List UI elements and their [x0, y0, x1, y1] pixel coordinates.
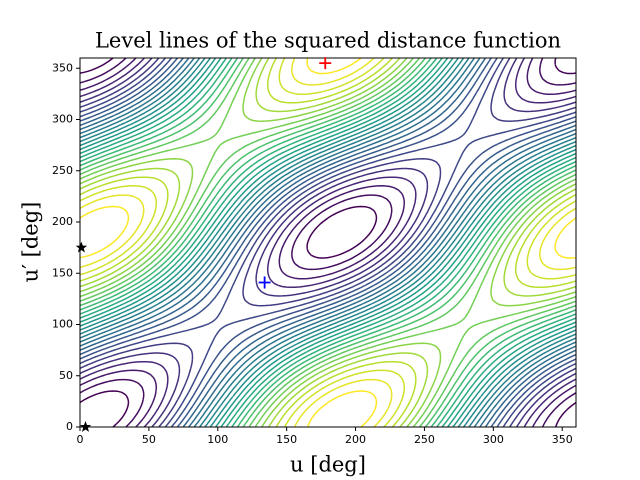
contour-line [80, 58, 576, 427]
y-tick-label: 350 [52, 61, 73, 74]
contour-line [80, 58, 576, 427]
contour-line [80, 58, 576, 427]
y-axis-label: u′ [deg] [19, 202, 43, 283]
x-tick-label: 100 [207, 433, 228, 446]
contour-line [80, 58, 576, 427]
contour-line [80, 58, 576, 427]
y-tick-label: 0 [66, 420, 73, 433]
star-marker [75, 241, 88, 253]
contour-line [80, 58, 576, 427]
contour-line [80, 58, 576, 427]
x-tick-label: 50 [142, 433, 156, 446]
contour-line [80, 58, 576, 427]
y-tick-label: 200 [52, 215, 73, 228]
contour-line [80, 58, 576, 427]
x-tick-label: 200 [345, 433, 366, 446]
contour-line [80, 58, 576, 427]
x-tick-label: 150 [276, 433, 297, 446]
star-marker [79, 421, 92, 432]
contour-line [80, 58, 576, 427]
contour-line [80, 58, 576, 427]
y-tick-label: 100 [52, 318, 73, 331]
x-tick-label: 300 [483, 433, 504, 446]
contour-line [80, 58, 576, 427]
plot-frame [79, 57, 577, 428]
contour-line [80, 58, 576, 427]
x-axis-label: u [deg] [290, 453, 366, 477]
contour-line [80, 58, 576, 427]
contour-line [80, 58, 576, 427]
contour-line [80, 58, 576, 427]
contour-line [80, 58, 576, 427]
y-tick-label: 50 [59, 369, 73, 382]
y-tick-label: 300 [52, 113, 73, 126]
contour-line [80, 58, 576, 427]
contour-area [80, 58, 576, 427]
y-tick-label: 250 [52, 164, 73, 177]
x-tick-label: 350 [552, 433, 573, 446]
chart-title: Level lines of the squared distance func… [95, 29, 561, 53]
contour-line [80, 58, 576, 427]
plus-marker [258, 276, 271, 289]
y-tick-label: 150 [52, 266, 73, 279]
contour-line [80, 58, 576, 427]
contour-line [80, 58, 576, 427]
x-tick-label: 0 [77, 433, 84, 446]
plus-marker [319, 57, 332, 70]
contour-line [80, 58, 576, 427]
contour-line [80, 58, 576, 427]
x-tick-label: 250 [414, 433, 435, 446]
contour-line [80, 58, 576, 427]
contour-line [80, 58, 576, 427]
contour-line [80, 58, 576, 427]
contour-line [80, 58, 576, 427]
contour-line [80, 58, 576, 427]
